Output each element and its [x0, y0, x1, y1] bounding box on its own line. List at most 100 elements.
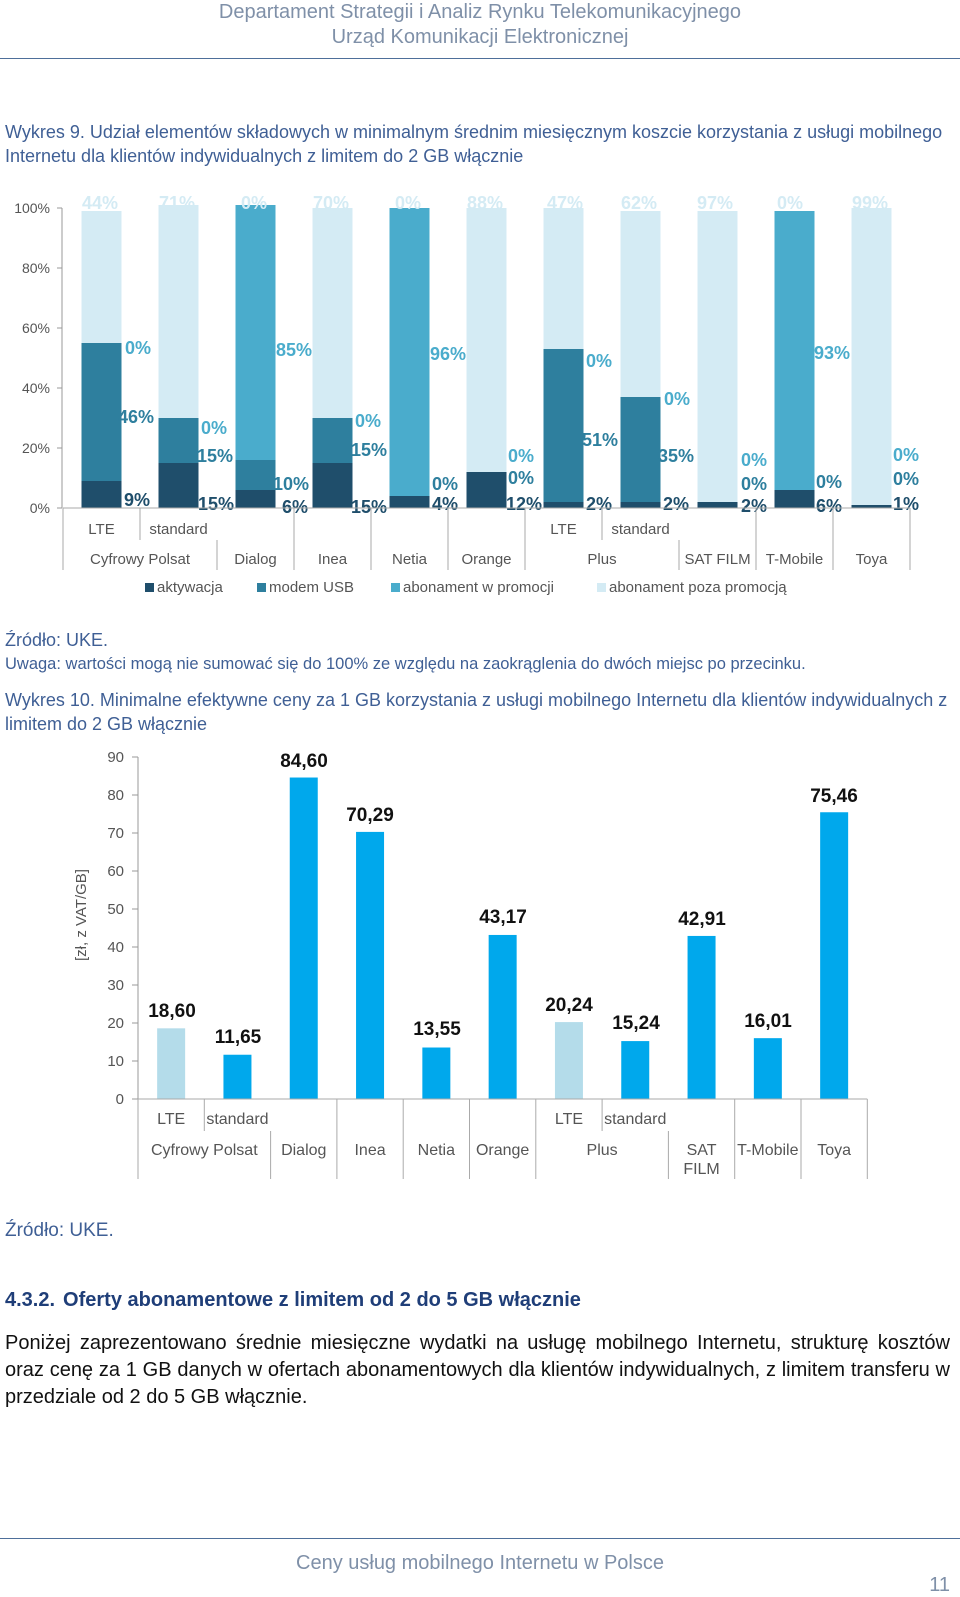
group-label: Inea [318, 551, 348, 568]
figure-9-source: Źródło: UKE. [5, 630, 109, 650]
y-tick-label: 80 [107, 787, 124, 804]
stack-segment [312, 208, 353, 418]
stack-segment [851, 208, 892, 505]
y-tick-label: 20% [22, 440, 50, 456]
data-label: 70% [313, 193, 349, 213]
data-label: 71% [159, 193, 195, 213]
category-label: standard [149, 521, 207, 538]
category-label: standard [206, 1111, 268, 1128]
data-label: 15% [351, 497, 387, 517]
page-number: 11 [929, 1574, 950, 1596]
data-label: 0% [893, 469, 919, 489]
legend-swatch [257, 583, 266, 592]
stack-segment [158, 418, 199, 463]
stack-segment [697, 502, 738, 508]
stack-segment [81, 481, 122, 508]
stack-segment [235, 460, 276, 490]
bar [687, 935, 716, 1099]
y-axis-label: [zł, z VAT/GB] [73, 869, 90, 961]
data-label: 0% [125, 338, 151, 358]
category-label: LTE [157, 1111, 185, 1128]
group-label: T-Mobile [766, 551, 824, 568]
group-label: Netia [392, 551, 428, 568]
bar [289, 777, 318, 1099]
data-label: 93% [814, 343, 850, 363]
data-label: 12% [506, 494, 542, 514]
data-label: 99% [852, 193, 888, 213]
bar [157, 1028, 186, 1099]
y-tick-label: 60% [22, 320, 50, 336]
bar [223, 1054, 252, 1099]
legend-label: abonament poza promocją [609, 579, 787, 596]
data-label: 13,55 [413, 1019, 461, 1040]
stack-segment [158, 463, 199, 508]
stack-segment [543, 208, 584, 349]
data-label: 2% [741, 496, 767, 516]
footer-divider [0, 1538, 960, 1539]
legend-label: modem USB [269, 579, 354, 596]
data-label: 16,01 [744, 1011, 792, 1032]
category-label: standard [604, 1111, 666, 1128]
data-label: 0% [201, 418, 227, 438]
category-label: LTE [555, 1111, 583, 1128]
stack-segment [620, 502, 661, 508]
group-label: Plus [587, 1142, 618, 1159]
y-tick-label: 0 [116, 1091, 124, 1108]
data-label: 15,24 [612, 1013, 660, 1034]
group-label: Cyfrowy Polsat [90, 551, 191, 568]
data-label: 62% [621, 193, 657, 213]
data-label: 97% [697, 193, 733, 213]
data-label: 0% [664, 389, 690, 409]
data-label: 0% [432, 474, 458, 494]
data-label: 11,65 [215, 1027, 262, 1048]
stack-segment [235, 490, 276, 508]
group-label: Plus [587, 551, 616, 568]
bar [422, 1047, 451, 1099]
section-heading: 4.3.2. Oferty abonamentowe z limitem od 2… [5, 1289, 581, 1312]
y-tick-label: 100% [14, 200, 50, 216]
data-label: 47% [547, 193, 583, 213]
y-tick-label: 10 [107, 1053, 124, 1070]
data-label: 44% [82, 193, 118, 213]
data-label: 6% [816, 496, 842, 516]
data-label: 75,46 [810, 786, 858, 807]
group-label: Inea [354, 1142, 385, 1159]
data-label: 35% [658, 446, 694, 466]
figure-10-source: Źródło: UKE. [5, 1220, 114, 1241]
data-label: 88% [467, 193, 503, 213]
data-label: 42,91 [678, 909, 726, 930]
bar [356, 831, 385, 1099]
data-label: 4% [432, 494, 458, 514]
stack-segment [851, 505, 892, 508]
category-label: LTE [88, 521, 114, 538]
group-label: Dialog [281, 1142, 326, 1159]
y-tick-label: 0% [30, 500, 50, 516]
data-label: 9% [124, 490, 150, 510]
stack-segment [620, 211, 661, 397]
stack-segment [389, 208, 430, 496]
data-label: 0% [355, 411, 381, 431]
data-label: 0% [741, 474, 767, 494]
data-label: 15% [198, 494, 234, 514]
header-line-2: Urząd Komunikacji Elektronicznej [331, 26, 629, 48]
data-label: 6% [282, 497, 308, 517]
data-label: 46% [118, 407, 154, 427]
group-label: SAT [687, 1142, 717, 1159]
header-line-1: Departament Strategii i Analiz Rynku Tel… [218, 1, 742, 23]
category-label: LTE [550, 521, 576, 538]
price-bar-chart: 0 10 20 30 40 50 60 70 80 90 [zł, z VAT/GB] 18,60 11… [73, 749, 868, 1179]
stack-segment [81, 343, 122, 481]
section-title: Oferty abonamentowe z limitem od 2 do 5 … [63, 1289, 581, 1311]
footer-title: Ceny usług mobilnego Internetu w Polsce [296, 1552, 664, 1574]
data-label: 18,60 [148, 1001, 196, 1022]
data-label: 96% [430, 344, 466, 364]
y-tick-label: 80% [22, 260, 50, 276]
group-label: Cyfrowy Polsat [151, 1142, 258, 1159]
stack-segment [312, 418, 353, 463]
data-label: 15% [197, 446, 233, 466]
figure-10-title: Wykres 10. Minimalne efektywne ceny za 1… [5, 690, 948, 734]
stack-segment [697, 211, 738, 502]
data-label: 0% [508, 446, 534, 466]
data-label: 0% [395, 193, 421, 213]
data-label: 0% [893, 445, 919, 465]
